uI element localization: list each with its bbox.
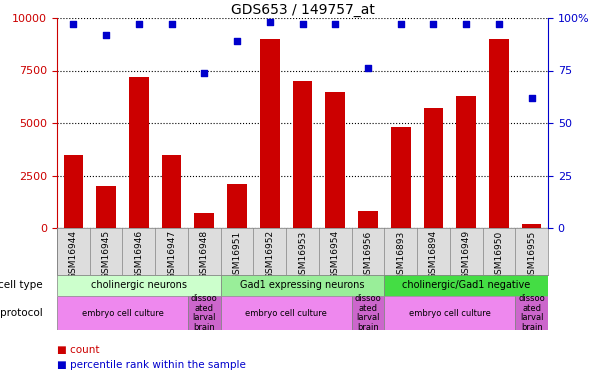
Text: GSM16953: GSM16953 [298,230,307,280]
Text: embryo cell culture: embryo cell culture [81,309,163,318]
Point [265,19,274,25]
Text: GSM16947: GSM16947 [167,230,176,279]
Point [363,65,373,71]
Text: embryo cell culture: embryo cell culture [245,309,327,318]
Text: GSM16944: GSM16944 [69,230,78,279]
Text: cholinergic/Gad1 negative: cholinergic/Gad1 negative [402,280,530,291]
Text: GSM16948: GSM16948 [200,230,209,279]
Point [199,70,209,76]
Text: GSM16946: GSM16946 [135,230,143,279]
Point [461,21,471,27]
Bar [221,275,384,296]
Point [429,21,438,27]
Text: GSM16955: GSM16955 [527,230,536,280]
Text: GSM16949: GSM16949 [461,230,471,279]
Title: GDS653 / 149757_at: GDS653 / 149757_at [231,3,375,17]
Bar [391,127,411,228]
Bar [384,296,515,330]
Bar [326,92,345,228]
Point [232,38,242,44]
Point [68,21,78,27]
Bar [221,296,352,330]
Bar [195,213,214,228]
Bar [64,154,83,228]
Text: dissoo
ated
larval
brain: dissoo ated larval brain [518,294,545,332]
Bar [424,108,443,228]
Text: GSM16952: GSM16952 [266,230,274,279]
Bar [129,77,149,228]
Point [101,32,111,38]
Bar [162,154,181,228]
Text: protocol: protocol [0,308,42,318]
Text: cholinergic neurons: cholinergic neurons [91,280,187,291]
Text: GSM16945: GSM16945 [101,230,110,279]
Bar [227,184,247,228]
Bar [515,296,548,330]
Point [330,21,340,27]
Bar [57,275,221,296]
Text: GSM16950: GSM16950 [494,230,503,280]
Point [134,21,143,27]
Text: GSM16894: GSM16894 [429,230,438,279]
Text: dissoo
ated
larval
brain: dissoo ated larval brain [355,294,381,332]
Text: ■ percentile rank within the sample: ■ percentile rank within the sample [57,360,246,370]
Bar [489,39,509,228]
Text: GSM16956: GSM16956 [363,230,372,280]
Bar [358,211,378,228]
Text: GSM16954: GSM16954 [331,230,340,279]
Text: ■ count: ■ count [57,345,100,355]
Bar [57,296,188,330]
Bar [456,96,476,228]
Bar [522,224,542,228]
Bar [188,296,221,330]
Text: cell type: cell type [0,280,42,291]
Text: Gad1 expressing neurons: Gad1 expressing neurons [240,280,365,291]
Bar [293,81,312,228]
Text: embryo cell culture: embryo cell culture [409,309,491,318]
Text: dissoo
ated
larval
brain: dissoo ated larval brain [191,294,218,332]
Text: GSM16893: GSM16893 [396,230,405,280]
Bar [352,296,384,330]
Point [396,21,405,27]
Point [527,95,536,101]
Point [494,21,504,27]
Point [167,21,176,27]
Bar [260,39,280,228]
Text: GSM16951: GSM16951 [232,230,241,280]
Bar [384,275,548,296]
Point [298,21,307,27]
Bar [96,186,116,228]
